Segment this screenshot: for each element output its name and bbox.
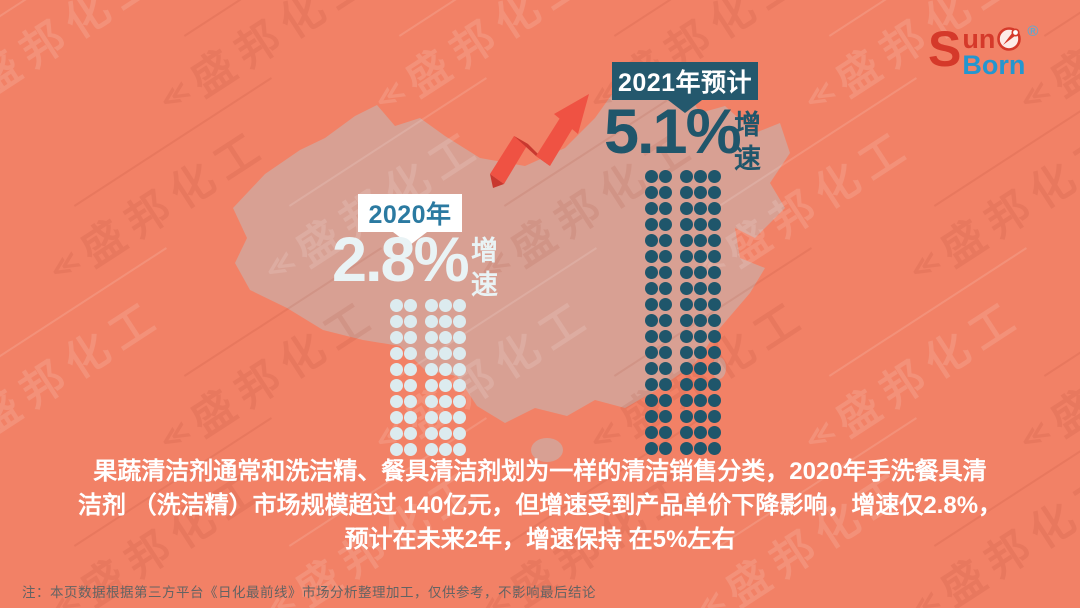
sunborn-emblem-icon xyxy=(997,27,1022,51)
summary-line-1: 果蔬清洁剂通常和洗洁精、餐具清洁剂划为一样的清洁销售分类，2020年手洗餐具清 xyxy=(93,458,987,485)
registered-trademark-icon: ® xyxy=(1027,23,1039,40)
hainan-island xyxy=(531,438,563,462)
value-2020: 2.8% xyxy=(332,225,470,295)
badge-2020: 2020年 xyxy=(358,194,462,245)
dot-column-2021 xyxy=(645,168,722,456)
growth-label-2020: 增速 xyxy=(467,236,497,304)
badge-2021-forecast: 2021年预计 xyxy=(612,62,758,113)
logo-letter-s: S xyxy=(928,21,962,77)
summary-paragraph: 果蔬清洁剂通常和洗洁精、餐具清洁剂划为一样的清洁销售分类，2020年手洗餐具清 … xyxy=(0,455,1080,557)
value-2021: 5.1% xyxy=(604,97,742,167)
sunborn-logo: S un ® Born xyxy=(928,21,1038,80)
badge-2021-notch xyxy=(668,100,702,113)
growth-label-2021: 增速 xyxy=(730,110,760,178)
source-footnote: 注：本页数据根据第三方平台《日化最前线》市场分析整理加工，仅供参考，不影响最后结… xyxy=(22,585,596,600)
dot-column-2020 xyxy=(390,297,467,457)
summary-line-2: 洁剂 （洗洁精）市场规模超过 140亿元，但增速受到产品单价下降影响，增速仅2.… xyxy=(77,492,1003,519)
summary-line-3: 预计在未来2年，增速保持 在5%左右 xyxy=(344,526,736,553)
badge-2020-label: 2020年 xyxy=(368,201,452,229)
badge-2020-notch xyxy=(393,232,427,245)
logo-text-un: un xyxy=(962,24,996,54)
logo-text-born: Born xyxy=(962,50,1026,80)
badge-2021-label: 2021年预计 xyxy=(617,69,753,97)
growth-arrow-icon xyxy=(490,94,589,188)
